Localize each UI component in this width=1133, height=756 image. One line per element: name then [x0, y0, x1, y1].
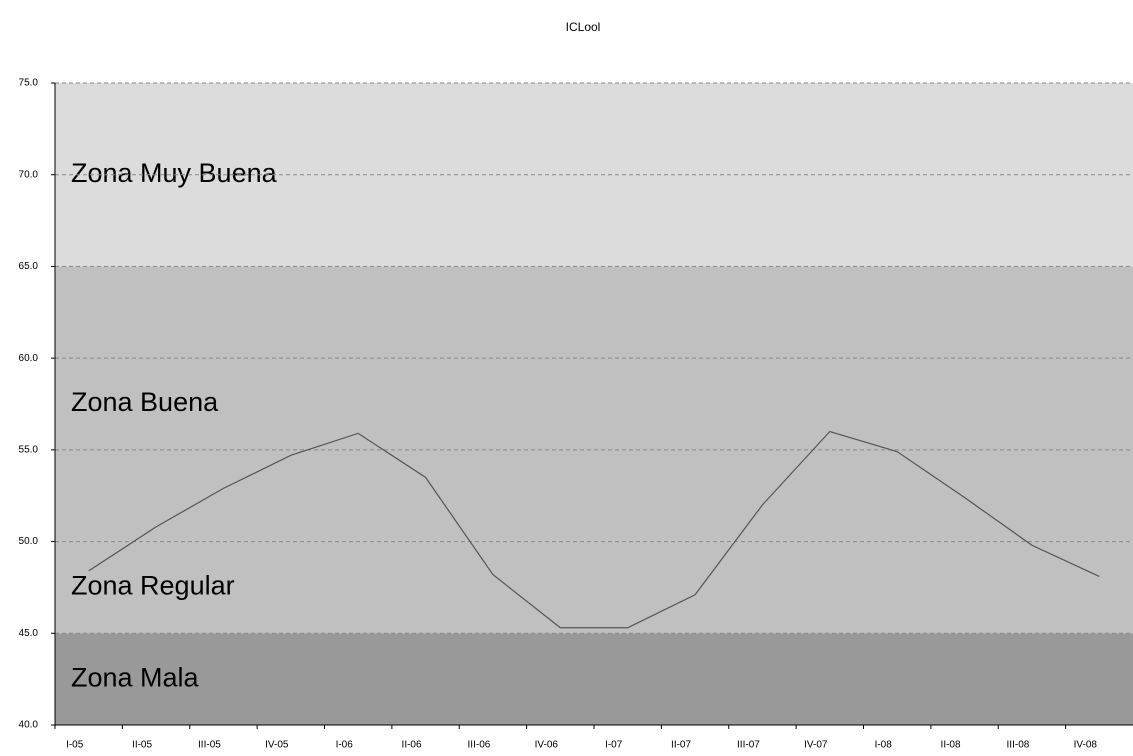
y-tick-label: 50.0 [19, 536, 39, 547]
x-tick-label: II-07 [671, 740, 691, 751]
x-tick-label: I-08 [875, 740, 893, 751]
data-line [88, 430, 1100, 629]
x-tick-label: IV-05 [265, 740, 289, 751]
x-tick-label: IV-08 [1074, 740, 1098, 751]
x-tick-label: II-08 [941, 740, 961, 751]
y-tick-label: 75.0 [19, 78, 39, 89]
x-tick-label: III-08 [1007, 740, 1030, 751]
zone-band [55, 266, 1133, 542]
y-tick-label: 60.0 [19, 353, 39, 364]
chart-title: ICLool [566, 20, 601, 34]
x-tick-label: I-06 [336, 740, 354, 751]
zone-band [55, 541, 1133, 634]
zone-label: Zona Mala [71, 662, 200, 692]
y-tick-label: 55.0 [19, 444, 39, 455]
x-tick-label: IV-07 [804, 740, 828, 751]
x-tick-label: I-05 [66, 740, 84, 751]
zone-label: Zona Muy Buena [71, 158, 278, 188]
x-tick-label: III-05 [198, 740, 221, 751]
x-tick-label: III-06 [468, 740, 491, 751]
zone-label: Zona Buena [71, 387, 219, 417]
x-tick-label: IV-06 [535, 740, 559, 751]
zone-label: Zona Regular [71, 571, 235, 601]
y-tick-label: 70.0 [19, 169, 39, 180]
y-tick-label: 45.0 [19, 628, 39, 639]
y-tick-label: 40.0 [19, 720, 39, 731]
zone-band [55, 633, 1133, 725]
x-tick-label: I-07 [605, 740, 623, 751]
x-tick-label: II-06 [402, 740, 422, 751]
x-tick-label: II-05 [132, 740, 152, 751]
x-tick-label: III-07 [737, 740, 760, 751]
y-tick-label: 65.0 [19, 261, 39, 272]
